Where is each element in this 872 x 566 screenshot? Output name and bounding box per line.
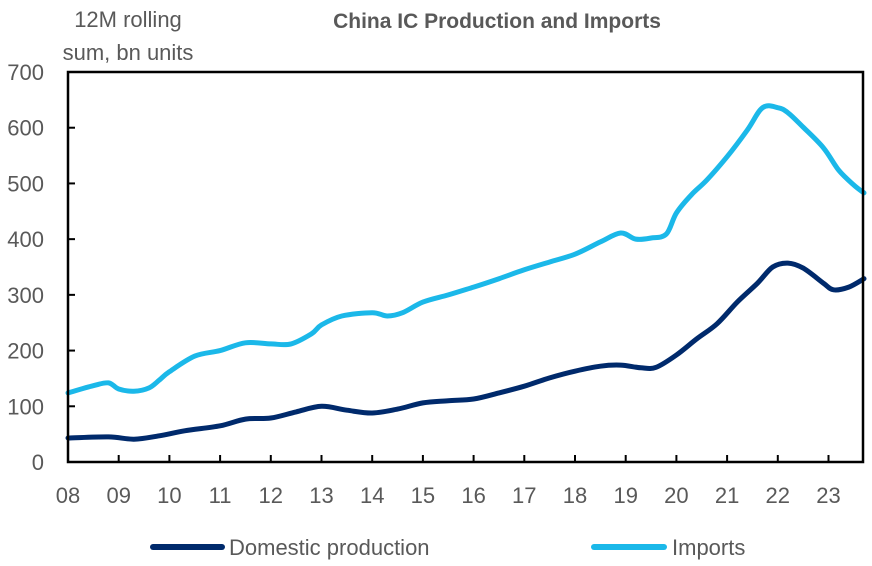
series-line-imports <box>65 103 867 396</box>
series-line-domestic-production <box>65 260 867 442</box>
x-tick-label: 23 <box>816 483 840 508</box>
legend-label-domestic-production: Domestic production <box>229 535 430 560</box>
x-tick-label: 11 <box>209 483 232 508</box>
plot-lines <box>65 103 867 442</box>
x-tick-label: 08 <box>56 483 80 508</box>
y-tick-label: 0 <box>32 450 44 475</box>
x-tick-label: 22 <box>766 483 790 508</box>
y-axis-label-line-2: sum, bn units <box>63 40 194 65</box>
y-tick-label: 500 <box>7 171 44 196</box>
x-tick-label: 13 <box>309 483 333 508</box>
legend: Domestic production Imports <box>150 535 745 560</box>
legend-label-imports: Imports <box>672 535 745 560</box>
x-tick-label: 14 <box>360 483 384 508</box>
x-tick-label: 21 <box>715 483 739 508</box>
y-tick-label: 600 <box>7 116 44 141</box>
y-axis: 0 100 200 300 400 500 600 700 <box>7 60 75 475</box>
y-tick-label: 300 <box>7 283 44 308</box>
y-tick-label: 100 <box>7 394 44 419</box>
x-tick-label: 17 <box>512 483 536 508</box>
y-tick-label: 400 <box>7 227 44 252</box>
x-axis: 08 09 10 11 12 13 14 15 16 17 18 19 20 21 22 23 <box>56 455 841 508</box>
x-tick-label: 15 <box>411 483 435 508</box>
plot-frame <box>66 70 865 464</box>
y-tick-label: 700 <box>7 60 44 85</box>
x-tick-label: 20 <box>664 483 688 508</box>
x-tick-label: 16 <box>461 483 485 508</box>
x-tick-label: 09 <box>106 483 130 508</box>
chart-title: China IC Production and Imports <box>333 10 661 33</box>
y-axis-label-line-1: 12M rolling <box>74 7 182 32</box>
x-tick-label: 10 <box>157 483 181 508</box>
y-tick-label: 200 <box>7 339 44 364</box>
x-tick-label: 18 <box>563 483 587 508</box>
x-tick-label: 12 <box>259 483 283 508</box>
x-tick-label: 19 <box>613 483 637 508</box>
